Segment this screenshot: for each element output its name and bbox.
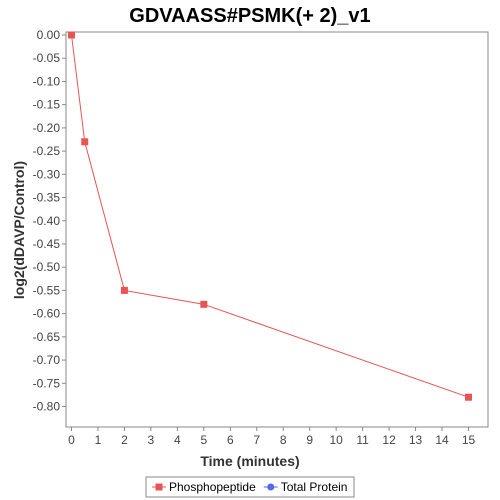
x-tick-label: 7 (253, 433, 260, 447)
legend: Phosphopeptide Total Protein (145, 476, 355, 498)
data-point (200, 300, 208, 308)
x-tick-label: 3 (148, 433, 155, 447)
chart-title: GDVAASS#PSMK(+ 2)_v1 (129, 5, 370, 27)
y-tick-label: -0.20 (33, 121, 61, 135)
legend-marker (267, 483, 275, 491)
y-axis-title: log2(dDAVP/Control) (11, 161, 27, 299)
y-tick-label: -0.40 (33, 214, 61, 228)
series-layer (68, 31, 472, 401)
data-point (465, 393, 472, 401)
x-tick-label: 13 (409, 433, 423, 447)
x-tick-label: 11 (356, 433, 369, 447)
x-tick-label: 9 (306, 433, 313, 447)
x-tick-label: 1 (95, 433, 102, 447)
y-axis: 0.00 -0.05 -0.10 -0.15 -0.20 -0.25 -0.30 -0.35 -… (33, 28, 66, 414)
y-tick-label: -0.05 (33, 51, 61, 65)
x-axis-title: Time (minutes) (200, 453, 299, 469)
x-tick-label: 6 (227, 433, 234, 447)
y-tick-label: -0.35 (33, 191, 61, 205)
x-tick-label: 12 (382, 433, 396, 447)
y-tick-label: -0.65 (33, 330, 61, 344)
y-tick-label: -0.70 (33, 353, 61, 367)
x-axis: 0 1 2 3 4 5 6 7 8 9 10 11 12 13 14 15 (68, 427, 475, 447)
y-tick-label: -0.55 (33, 283, 61, 297)
y-tick-label: -0.25 (33, 144, 61, 158)
legend-label: Phosphopeptide (169, 480, 256, 494)
x-tick-label: 2 (121, 433, 128, 447)
x-tick-label: 8 (280, 433, 287, 447)
y-tick-label: -0.30 (33, 167, 61, 181)
y-tick-label: -0.60 (33, 307, 61, 321)
x-tick-label: 4 (174, 433, 181, 447)
x-tick-label: 15 (462, 433, 476, 447)
plot-border (65, 31, 489, 428)
x-tick-label: 5 (200, 433, 207, 447)
y-tick-label: -0.75 (33, 376, 61, 390)
y-tick-label: -0.10 (33, 74, 61, 88)
legend-label: Total Protein (281, 480, 348, 494)
legend-box (145, 476, 355, 498)
y-tick-label: -0.45 (33, 237, 61, 251)
data-point (68, 31, 75, 39)
y-tick-label: -0.50 (33, 260, 61, 274)
legend-marker (155, 483, 163, 491)
x-tick-label: 14 (435, 433, 449, 447)
y-tick-label: -0.15 (33, 98, 61, 112)
plot-area (65, 31, 489, 428)
data-point (81, 138, 89, 146)
y-tick-label: 0.00 (37, 28, 61, 42)
data-point (120, 286, 128, 294)
x-tick-label: 0 (68, 433, 75, 447)
x-tick-label: 10 (329, 433, 343, 447)
y-tick-label: -0.80 (33, 400, 61, 414)
